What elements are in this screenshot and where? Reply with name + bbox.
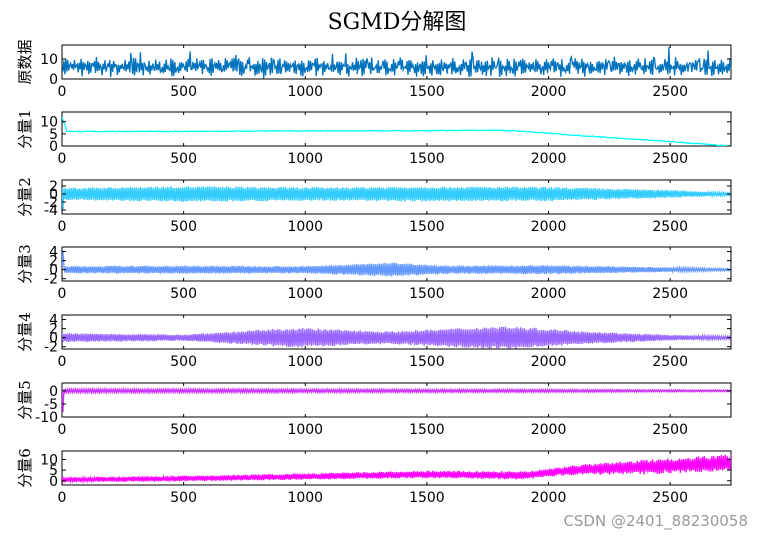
subplot-6: 0 500 1000 1500 2000 2500 -10-50 分量5 bbox=[16, 380, 732, 438]
x-tick-label: 1000 bbox=[287, 354, 323, 370]
y-tick-label: -10 bbox=[35, 410, 58, 426]
y-axis-label: 分量6 bbox=[16, 448, 34, 488]
y-axis-label: 分量4 bbox=[16, 312, 34, 352]
x-tick-label: 1000 bbox=[287, 219, 323, 235]
y-tick-label: 5 bbox=[49, 463, 58, 479]
x-tick-label: 2500 bbox=[652, 354, 688, 370]
x-tick-label: 1000 bbox=[287, 84, 323, 100]
y-tick-label: 0 bbox=[49, 384, 58, 400]
chart-title: SGMD分解图 bbox=[328, 10, 467, 35]
y-tick-label: -5 bbox=[44, 397, 58, 413]
x-tick-label: 0 bbox=[58, 354, 67, 370]
x-tick-label: 0 bbox=[58, 151, 67, 167]
y-tick-label: 2 bbox=[49, 179, 58, 195]
x-tick-label: 0 bbox=[58, 490, 67, 506]
x-tick-label: 1500 bbox=[409, 422, 445, 438]
x-tick-label: 1000 bbox=[287, 151, 323, 167]
x-tick-label: 2000 bbox=[531, 84, 567, 100]
x-tick-label: 1000 bbox=[287, 490, 323, 506]
x-tick-label: 1500 bbox=[409, 84, 445, 100]
x-tick-label: 1000 bbox=[287, 422, 323, 438]
x-tick-label: 500 bbox=[170, 490, 197, 506]
y-tick-label: 10 bbox=[40, 115, 58, 131]
x-tick-label: 1500 bbox=[409, 354, 445, 370]
x-tick-label: 0 bbox=[58, 286, 67, 302]
y-tick-label: 0 bbox=[49, 187, 58, 203]
y-tick-label: -2 bbox=[44, 272, 58, 288]
x-tick-label: 0 bbox=[58, 219, 67, 235]
y-axis-label: 分量3 bbox=[16, 244, 34, 284]
y-tick-label: 10 bbox=[40, 453, 58, 469]
x-tick-label: 1000 bbox=[287, 286, 323, 302]
y-tick-label: 0 bbox=[49, 72, 58, 88]
y-tick-label: 0 bbox=[49, 474, 58, 490]
x-tick-label: 1500 bbox=[409, 490, 445, 506]
x-tick-label: 500 bbox=[170, 286, 197, 302]
series-line bbox=[62, 386, 731, 412]
y-tick-label: -2 bbox=[44, 195, 58, 211]
y-tick-label: -4 bbox=[44, 203, 58, 219]
plot-area bbox=[61, 44, 732, 80]
x-tick-label: 2000 bbox=[531, 286, 567, 302]
series-line bbox=[62, 250, 731, 277]
watermark: CSDN @2401_88230058 bbox=[563, 512, 748, 531]
series-line bbox=[62, 116, 731, 146]
plot-area bbox=[61, 314, 732, 350]
y-tick-label: 0 bbox=[49, 139, 58, 155]
x-tick-label: 500 bbox=[170, 151, 197, 167]
y-axis-label: 分量5 bbox=[16, 380, 34, 420]
y-tick-label: 2 bbox=[49, 322, 58, 338]
y-tick-label: 4 bbox=[49, 313, 58, 329]
x-tick-label: 2500 bbox=[652, 286, 688, 302]
y-tick-label: 10 bbox=[40, 52, 58, 68]
x-tick-label: 500 bbox=[170, 354, 197, 370]
x-tick-label: 0 bbox=[58, 422, 67, 438]
x-tick-label: 500 bbox=[170, 422, 197, 438]
x-tick-label: 1500 bbox=[409, 219, 445, 235]
x-tick-label: 1500 bbox=[409, 151, 445, 167]
y-axis-label: 分量2 bbox=[16, 177, 34, 217]
x-tick-label: 2500 bbox=[652, 422, 688, 438]
x-tick-label: 2000 bbox=[531, 151, 567, 167]
x-tick-label: 2500 bbox=[652, 219, 688, 235]
y-tick-label: 0 bbox=[49, 331, 58, 347]
series-line bbox=[62, 47, 731, 79]
x-tick-label: 1500 bbox=[409, 286, 445, 302]
x-tick-label: 2500 bbox=[652, 151, 688, 167]
series-line bbox=[62, 186, 731, 210]
y-axis-label: 分量1 bbox=[16, 109, 34, 149]
x-tick-label: 500 bbox=[170, 84, 197, 100]
plot-area bbox=[61, 111, 732, 147]
x-tick-label: 2000 bbox=[531, 354, 567, 370]
x-tick-label: 500 bbox=[170, 219, 197, 235]
x-tick-label: 2000 bbox=[531, 490, 567, 506]
series-line bbox=[62, 326, 731, 349]
y-tick-label: 5 bbox=[49, 127, 58, 143]
y-axis-label: 原数据 bbox=[16, 39, 34, 84]
x-tick-label: 2500 bbox=[652, 84, 688, 100]
x-tick-label: 0 bbox=[58, 84, 67, 100]
y-tick-label: -2 bbox=[44, 340, 58, 356]
y-tick-label: 4 bbox=[49, 245, 58, 261]
x-tick-label: 2000 bbox=[531, 422, 567, 438]
x-tick-label: 2500 bbox=[652, 490, 688, 506]
series-line bbox=[62, 454, 731, 485]
y-tick-label: 2 bbox=[49, 254, 58, 270]
y-tick-label: 0 bbox=[49, 263, 58, 279]
x-tick-label: 2000 bbox=[531, 219, 567, 235]
